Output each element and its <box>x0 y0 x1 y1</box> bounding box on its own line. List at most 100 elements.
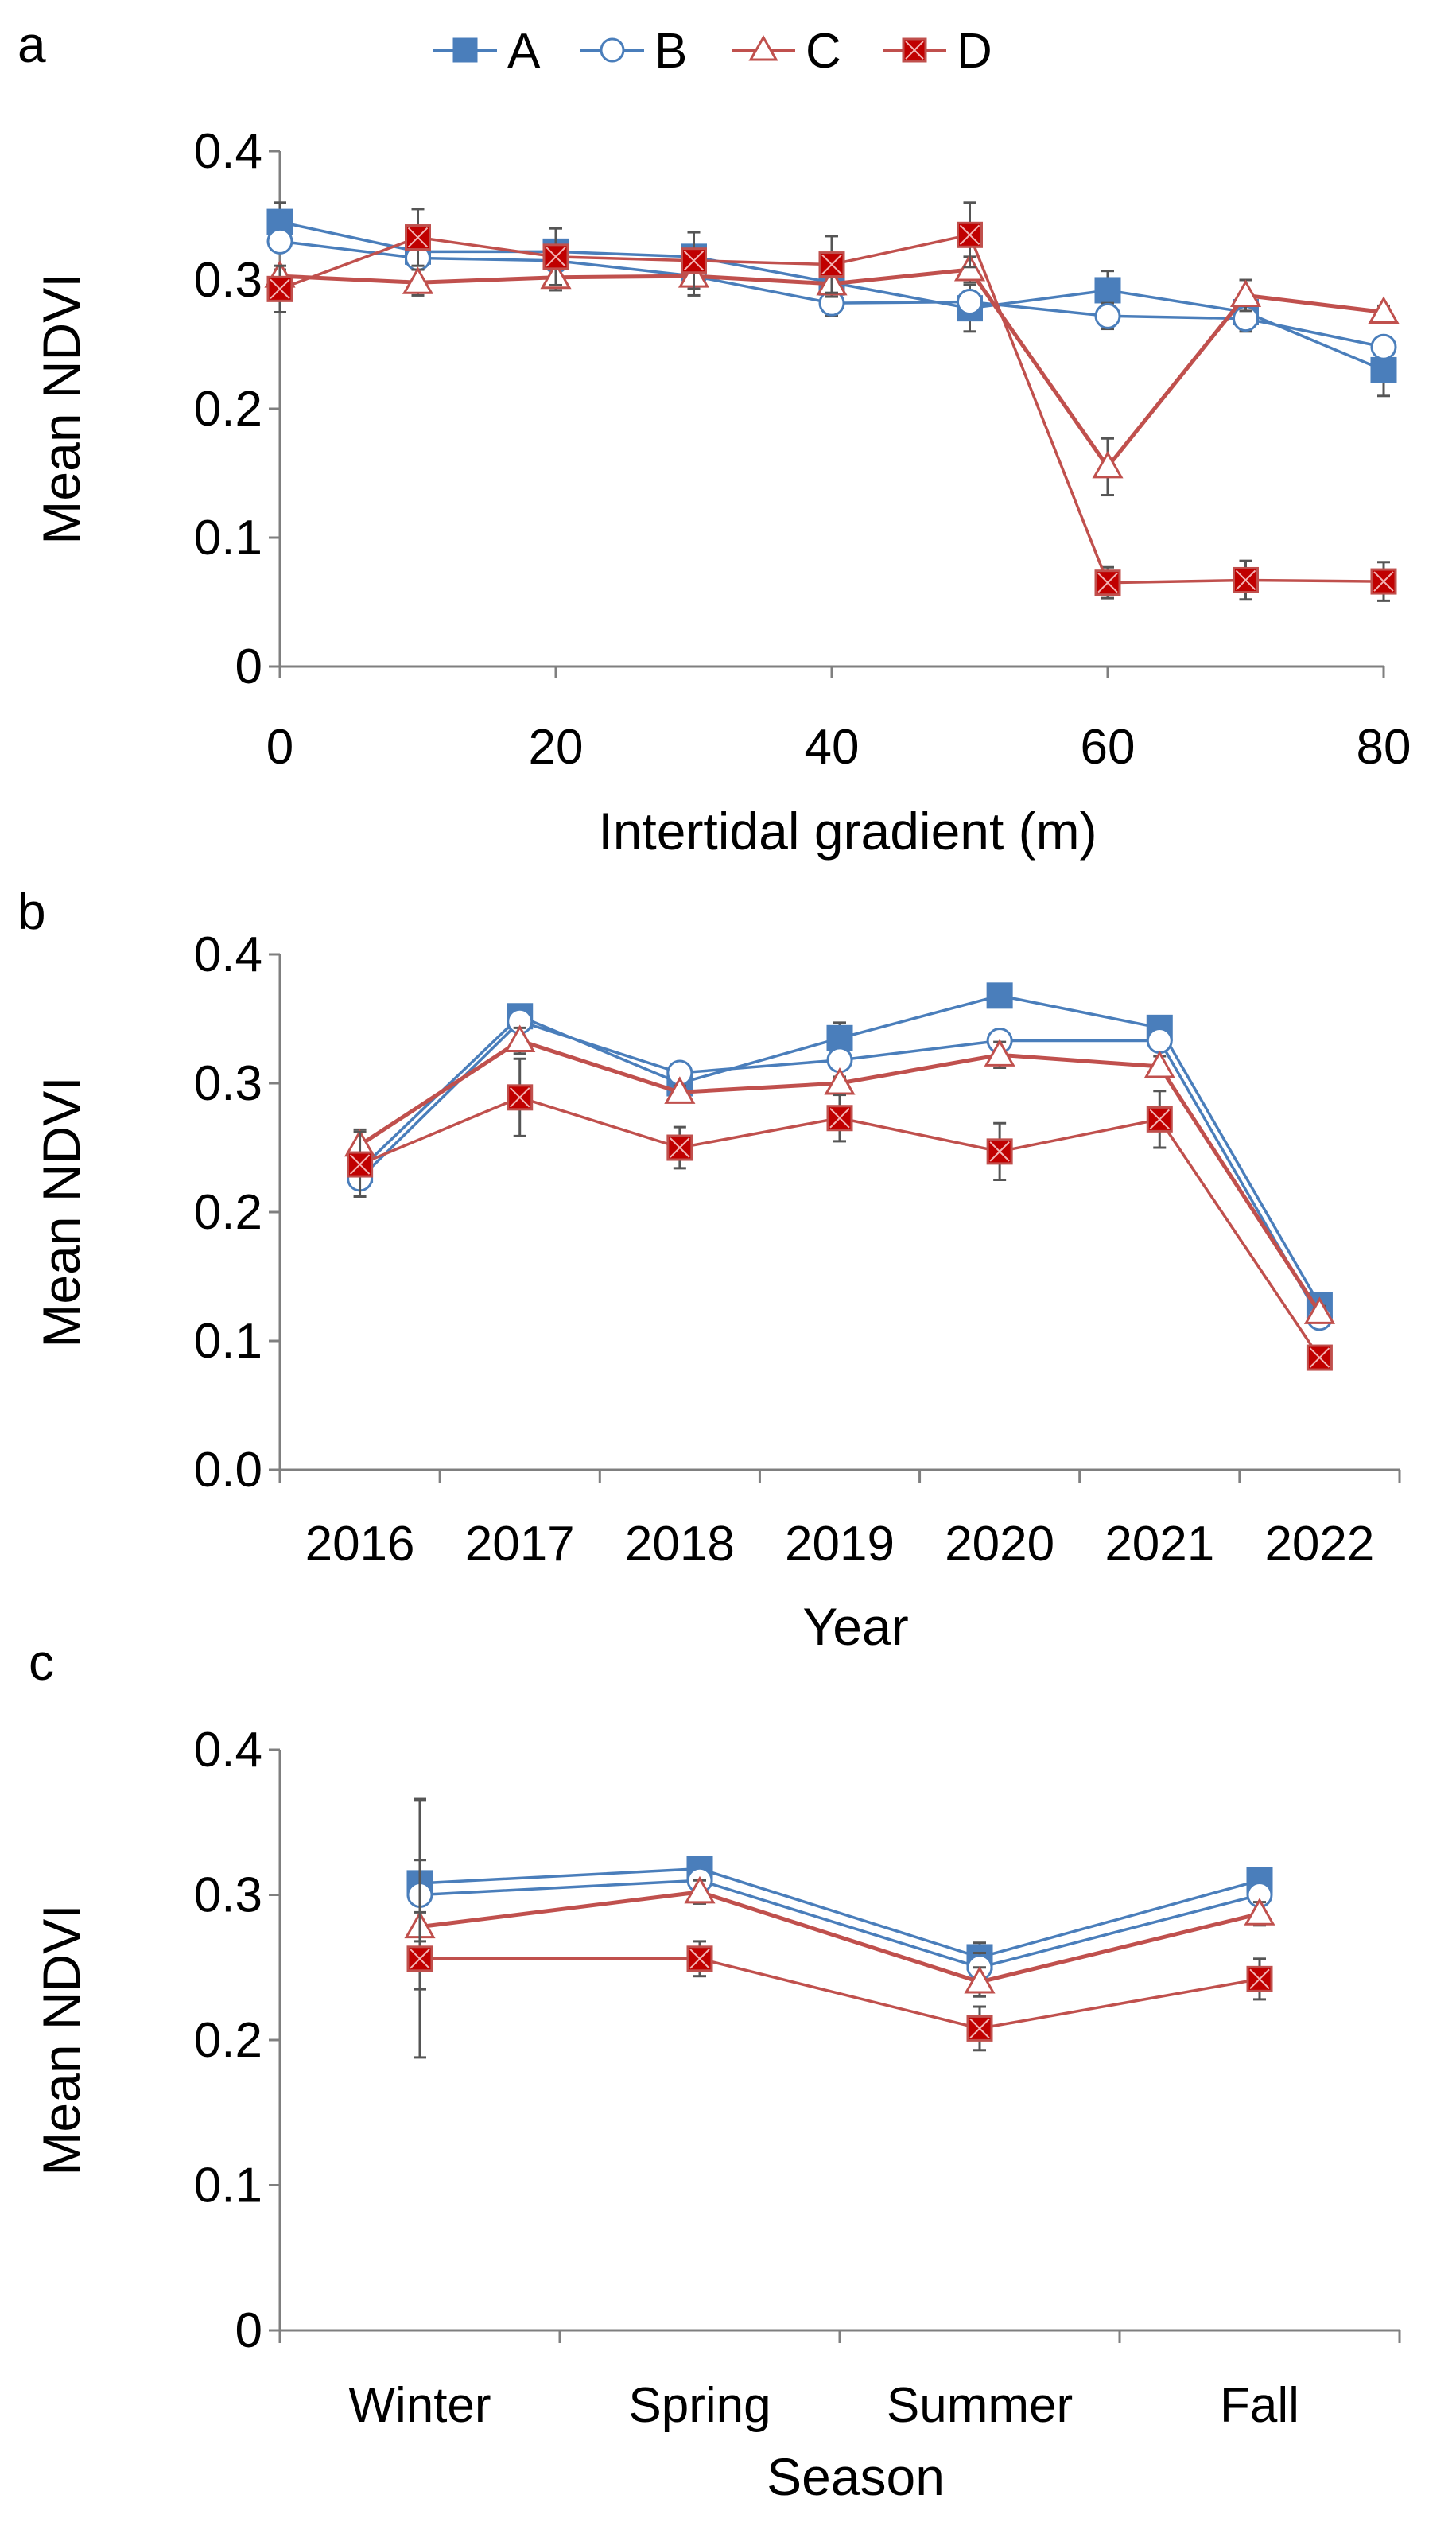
data-point-d <box>1370 568 1397 595</box>
data-point-d <box>507 1084 534 1111</box>
data-point-d <box>826 1105 853 1132</box>
chart-panel-b: b 0.0 0.1 0.2 0.3 0.4 2016 2017 2018 2019 2020 2021… <box>17 883 1401 1656</box>
data-point-d <box>666 1134 693 1161</box>
y-tick-label: 0.1 <box>194 1314 262 1369</box>
legend-label-a: A <box>507 24 541 79</box>
x-tick-label: 2016 <box>305 1517 415 1572</box>
data-point-b <box>1370 333 1397 360</box>
series-c <box>404 1875 1275 1998</box>
data-point-b <box>266 227 293 255</box>
x-tick-label: 40 <box>805 720 860 775</box>
x-tick-label: 2022 <box>1264 1517 1374 1572</box>
data-point-d <box>686 1945 713 1972</box>
data-point-b <box>1094 302 1121 329</box>
series-line-b <box>419 1879 1260 1969</box>
legend-marker-b <box>600 37 625 63</box>
y-tick-label: 0 <box>235 2303 262 2358</box>
y-tick-label: 0.4 <box>194 927 262 982</box>
data-point-d <box>405 224 431 251</box>
legend-marker-a <box>452 37 478 63</box>
y-tick-label: 0.0 <box>194 1443 262 1498</box>
data-point-a <box>986 982 1013 1009</box>
legend-marker-c <box>748 34 778 61</box>
data-point-d <box>818 251 845 278</box>
data-point-c <box>984 1039 1015 1067</box>
x-tick-label: 2017 <box>465 1517 575 1572</box>
x-tick-label: 60 <box>1081 720 1136 775</box>
x-tick-label: Fall <box>1220 2378 1299 2433</box>
legend-label-c: C <box>806 24 841 79</box>
x-tick-label: 2020 <box>945 1517 1054 1572</box>
data-point-a <box>1370 356 1397 383</box>
data-point-d <box>542 243 569 270</box>
chart-panel-a: a 0 0.1 0.2 0.3 0.4 0 20 40 60 80 Intertidal gradie… <box>17 16 1411 861</box>
data-point-c <box>964 1965 996 1994</box>
data-point-c <box>664 1076 696 1104</box>
x-tick-label: 0 <box>266 720 293 775</box>
data-point-a <box>1094 277 1121 304</box>
y-axis-title: Mean NDVI <box>32 1904 91 2175</box>
data-point-a <box>826 1024 853 1051</box>
panel-label-b: b <box>17 883 46 940</box>
legend-entry-b: B <box>580 24 687 79</box>
legend-entry-d: D <box>883 24 992 79</box>
series-d <box>347 1057 1333 1371</box>
data-point-d <box>1306 1344 1333 1371</box>
x-tick-label: Summer <box>887 2378 1073 2433</box>
x-tick-label: 2019 <box>785 1517 895 1572</box>
data-point-d <box>1246 1965 1273 1992</box>
data-point-c <box>1368 296 1400 324</box>
legend-marker-d <box>902 37 927 63</box>
x-axis-title: Intertidal gradient (m) <box>598 802 1097 861</box>
series-b <box>266 227 1397 360</box>
data-point-b <box>1146 1028 1173 1055</box>
x-tick-label: Spring <box>628 2378 771 2433</box>
series-b <box>406 1799 1273 1991</box>
x-tick-label: 80 <box>1357 720 1411 775</box>
data-point-d <box>347 1151 374 1178</box>
data-point-c <box>1303 1296 1336 1324</box>
data-point-c <box>1229 279 1262 307</box>
data-point-c <box>824 1067 856 1095</box>
y-tick-label: 0 <box>235 639 262 694</box>
legend-label-b: B <box>654 24 687 79</box>
data-point-d <box>1146 1106 1173 1133</box>
legend: A B C D <box>433 24 992 79</box>
data-point-d <box>957 221 983 248</box>
x-tick-label: 20 <box>529 720 584 775</box>
y-tick-label: 0.2 <box>194 382 262 437</box>
series-line-a <box>419 1867 1260 1959</box>
data-point-c <box>1244 1898 1275 1926</box>
series-d <box>406 1859 1273 2059</box>
data-point-d <box>266 275 293 302</box>
x-axis-title: Year <box>802 1597 908 1656</box>
y-tick-label: 0.4 <box>194 1723 262 1778</box>
y-tick-label: 0.4 <box>194 124 262 179</box>
x-tick-label: Winter <box>348 2378 491 2433</box>
panel-label-c: c <box>29 1634 54 1691</box>
series-line-c <box>419 1890 1260 1984</box>
series-line-d <box>420 1957 1260 2030</box>
y-tick-label: 0.1 <box>194 511 262 565</box>
legend-label-d: D <box>957 24 992 79</box>
data-point-d <box>681 247 707 274</box>
data-point-d <box>986 1138 1013 1165</box>
panel-label-a: a <box>17 16 46 73</box>
y-tick-label: 0.2 <box>194 1185 262 1240</box>
series-a <box>347 982 1333 1319</box>
y-axis-title: Mean NDVI <box>32 1076 91 1347</box>
legend-entry-a: A <box>433 24 541 79</box>
x-tick-label: 2018 <box>625 1517 735 1572</box>
chart-panel-c: c 0 0.1 0.2 0.3 0.4 Winter Spring Summer Fall Seas… <box>29 1634 1401 2506</box>
legend-entry-c: C <box>732 24 841 79</box>
x-tick-label: 2021 <box>1105 1517 1214 1572</box>
data-point-c <box>684 1875 716 1904</box>
y-tick-label: 0.3 <box>194 1868 262 1923</box>
series-a <box>406 1797 1273 1973</box>
data-point-c <box>1143 1050 1175 1078</box>
y-tick-label: 0.3 <box>194 1056 262 1111</box>
data-point-d <box>1233 566 1259 593</box>
x-axis-title: Season <box>767 2447 945 2506</box>
y-tick-label: 0.1 <box>194 2159 262 2213</box>
